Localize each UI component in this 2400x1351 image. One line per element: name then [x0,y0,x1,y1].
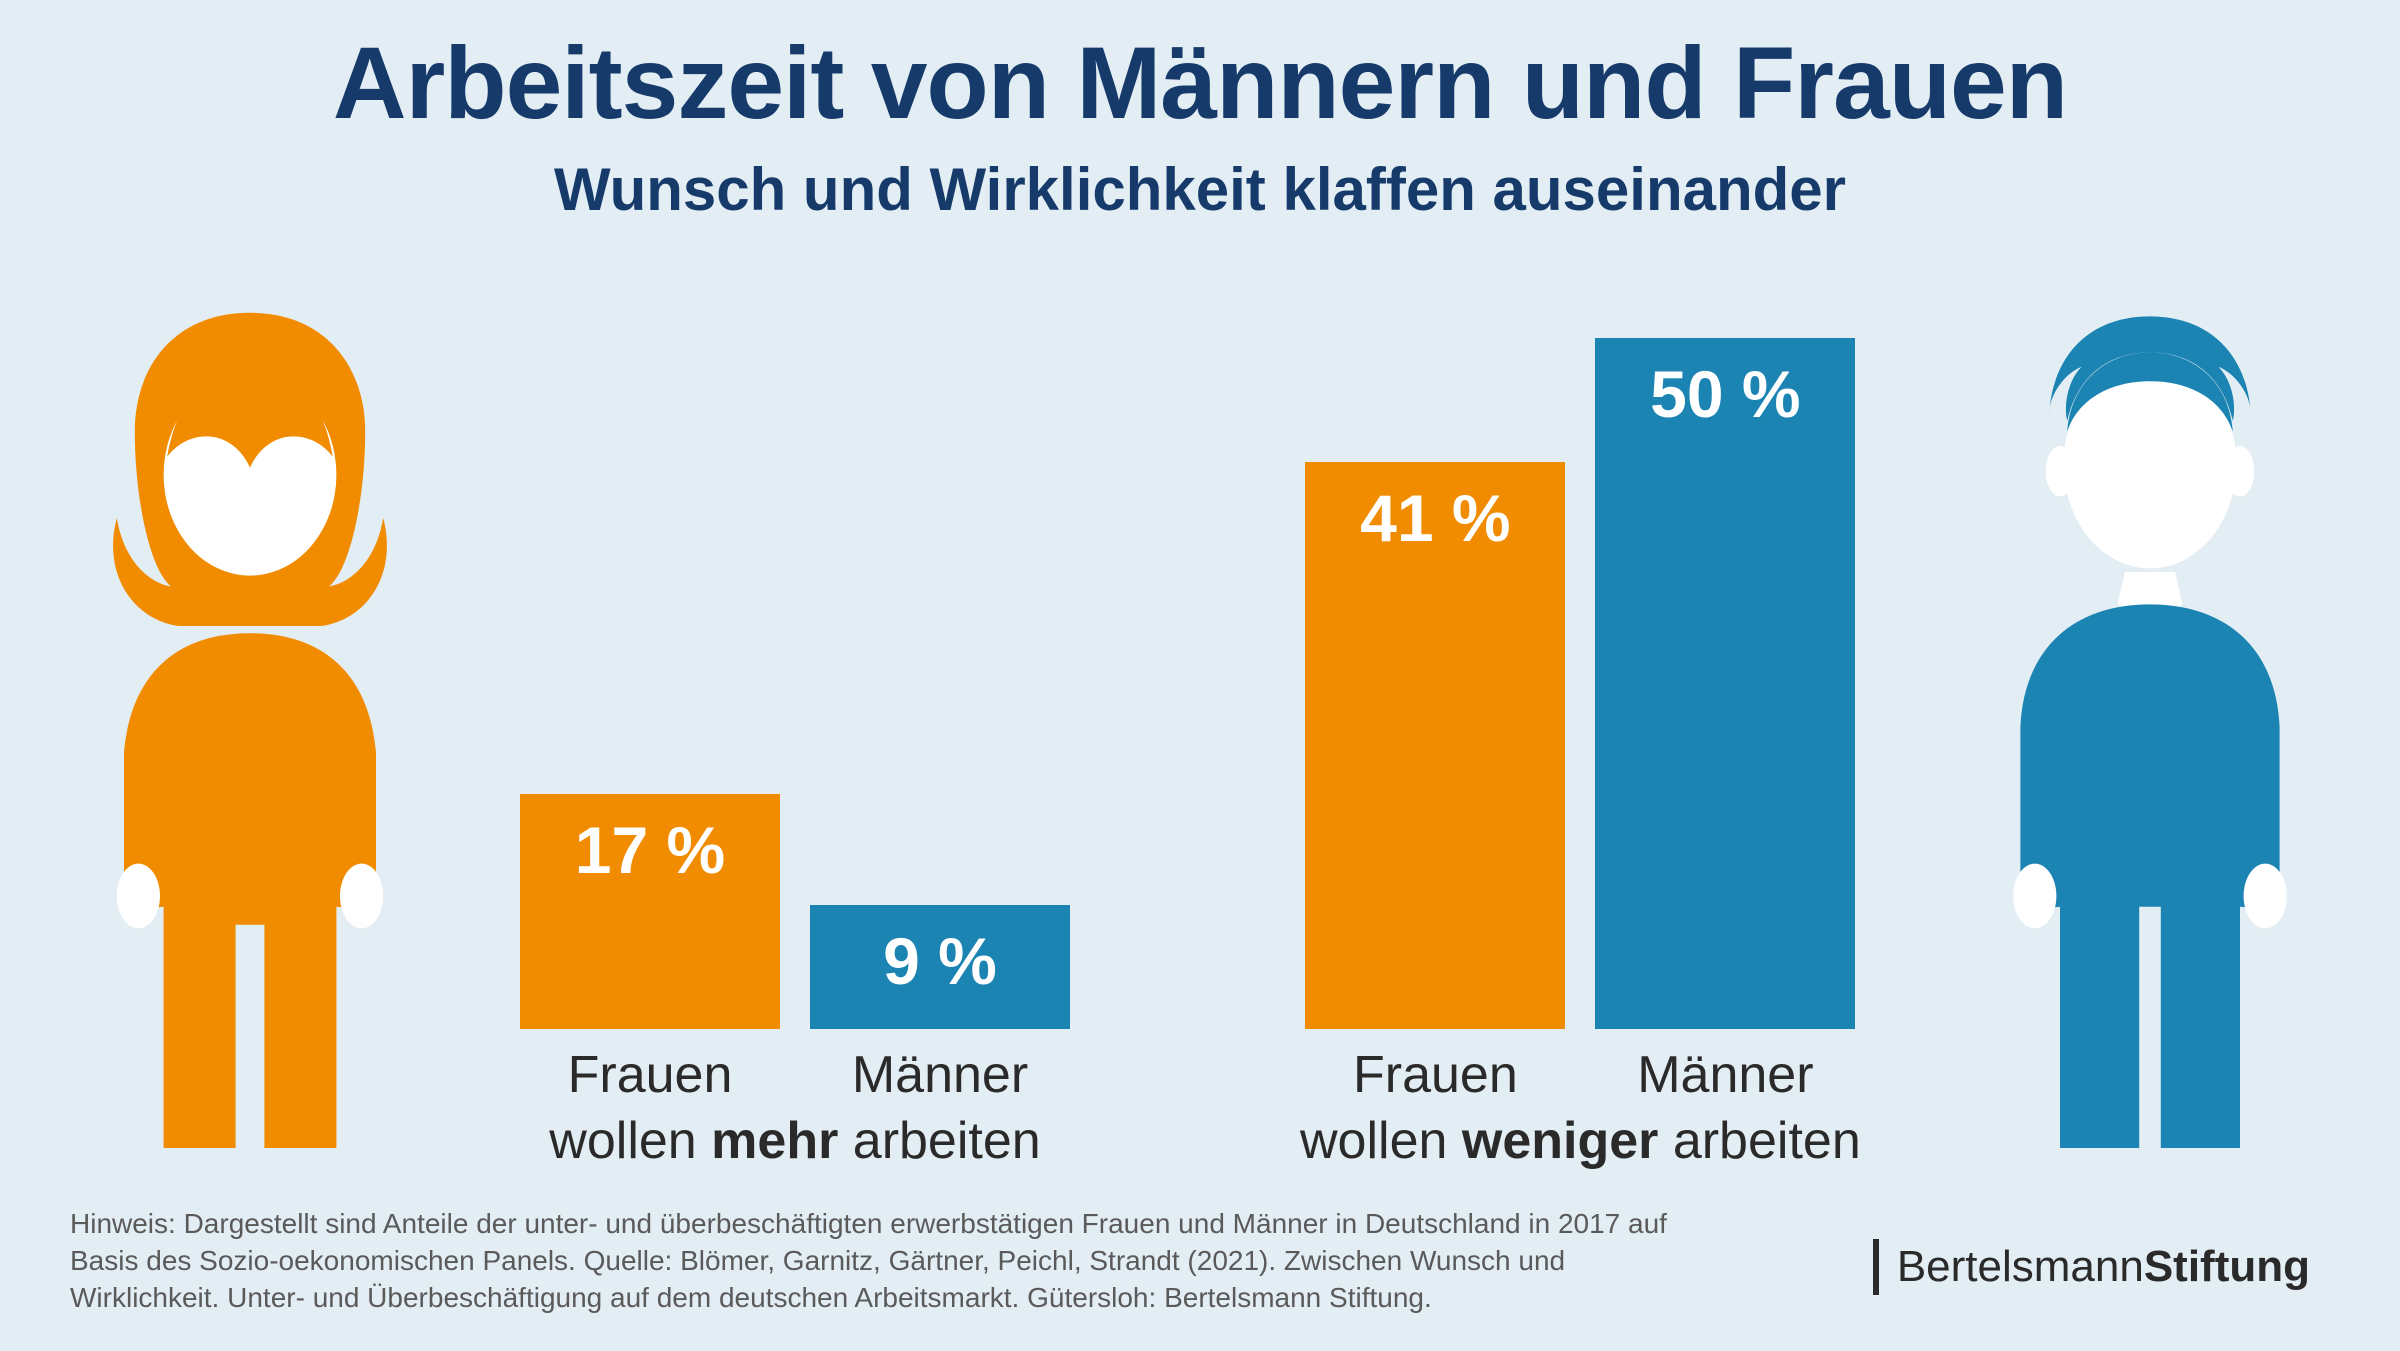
group-caption-more: wollen mehr arbeiten [520,1111,1070,1171]
bar-more-frauen: 17 % [520,794,780,1029]
footnote: Hinweis: Dargestellt sind Anteile der un… [70,1206,1720,1317]
chart-subtitle: Wunsch und Wirklichkeit klaffen auseinan… [0,155,2400,224]
woman-icon [70,302,430,1171]
bar-group-more: 17 % 9 % Frauen Männerwollen mehr arbeiten [520,269,1070,1171]
brand-mark-icon [1873,1239,1879,1295]
bar-category-label: Frauen [1305,1045,1565,1105]
bar-category-label: Männer [1595,1045,1855,1105]
bar-group-less: 41 % 50 % Frauen Männerwollen weniger arbei… [1300,269,1861,1171]
brand-text-bold: Stiftung [2144,1242,2310,1292]
bar-less-frauen: 41 % [1305,462,1565,1029]
brand-logo: BertelsmannStiftung [1873,1239,2310,1295]
bar-category-label: Frauen [520,1045,780,1105]
bar-value-label: 17 % [575,794,725,888]
bar-value-label: 50 % [1650,338,1800,432]
group-caption-less: wollen weniger arbeiten [1300,1111,1861,1171]
brand-text-thin: Bertelsmann [1897,1242,2144,1292]
chart-stage: 17 %9 %FrauenMännerwollen mehr arbeiten4… [0,290,2400,1171]
bar-value-label: 41 % [1360,462,1510,556]
bar-category-label: Männer [810,1045,1070,1105]
chart-title: Arbeitszeit von Männern und Frauen [0,0,2400,137]
bar-more-männer: 9 % [810,905,1070,1029]
man-icon [1970,302,2330,1171]
bar-value-label: 9 % [883,905,997,999]
bar-less-männer: 50 % [1595,338,1855,1029]
